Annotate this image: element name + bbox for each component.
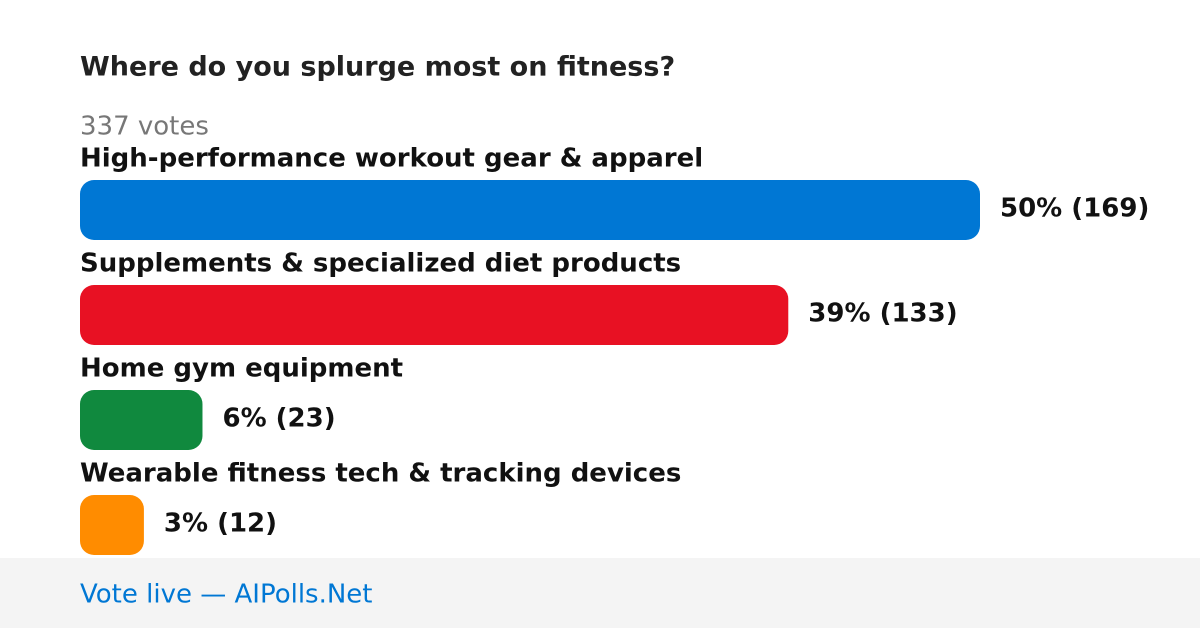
option-label: Home gym equipment bbox=[80, 354, 403, 384]
bar bbox=[80, 180, 980, 240]
bar bbox=[80, 285, 789, 345]
value-label: 6% (23) bbox=[222, 404, 335, 434]
poll-title: Where do you splurge most on fitness? bbox=[80, 52, 675, 83]
option-label: Supplements & specialized diet products bbox=[80, 249, 681, 279]
option-label: High-performance workout gear & apparel bbox=[80, 144, 703, 174]
footer-link[interactable]: Vote live — AIPolls.Net bbox=[80, 580, 373, 610]
option-label: Wearable fitness tech & tracking devices bbox=[80, 459, 681, 489]
value-label: 39% (133) bbox=[808, 299, 957, 329]
bar bbox=[80, 495, 144, 555]
value-label: 3% (12) bbox=[164, 509, 277, 539]
vote-count: 337 votes bbox=[80, 112, 209, 142]
bar bbox=[80, 390, 203, 450]
footer-bar bbox=[0, 558, 1200, 628]
value-label: 50% (169) bbox=[1000, 194, 1149, 224]
